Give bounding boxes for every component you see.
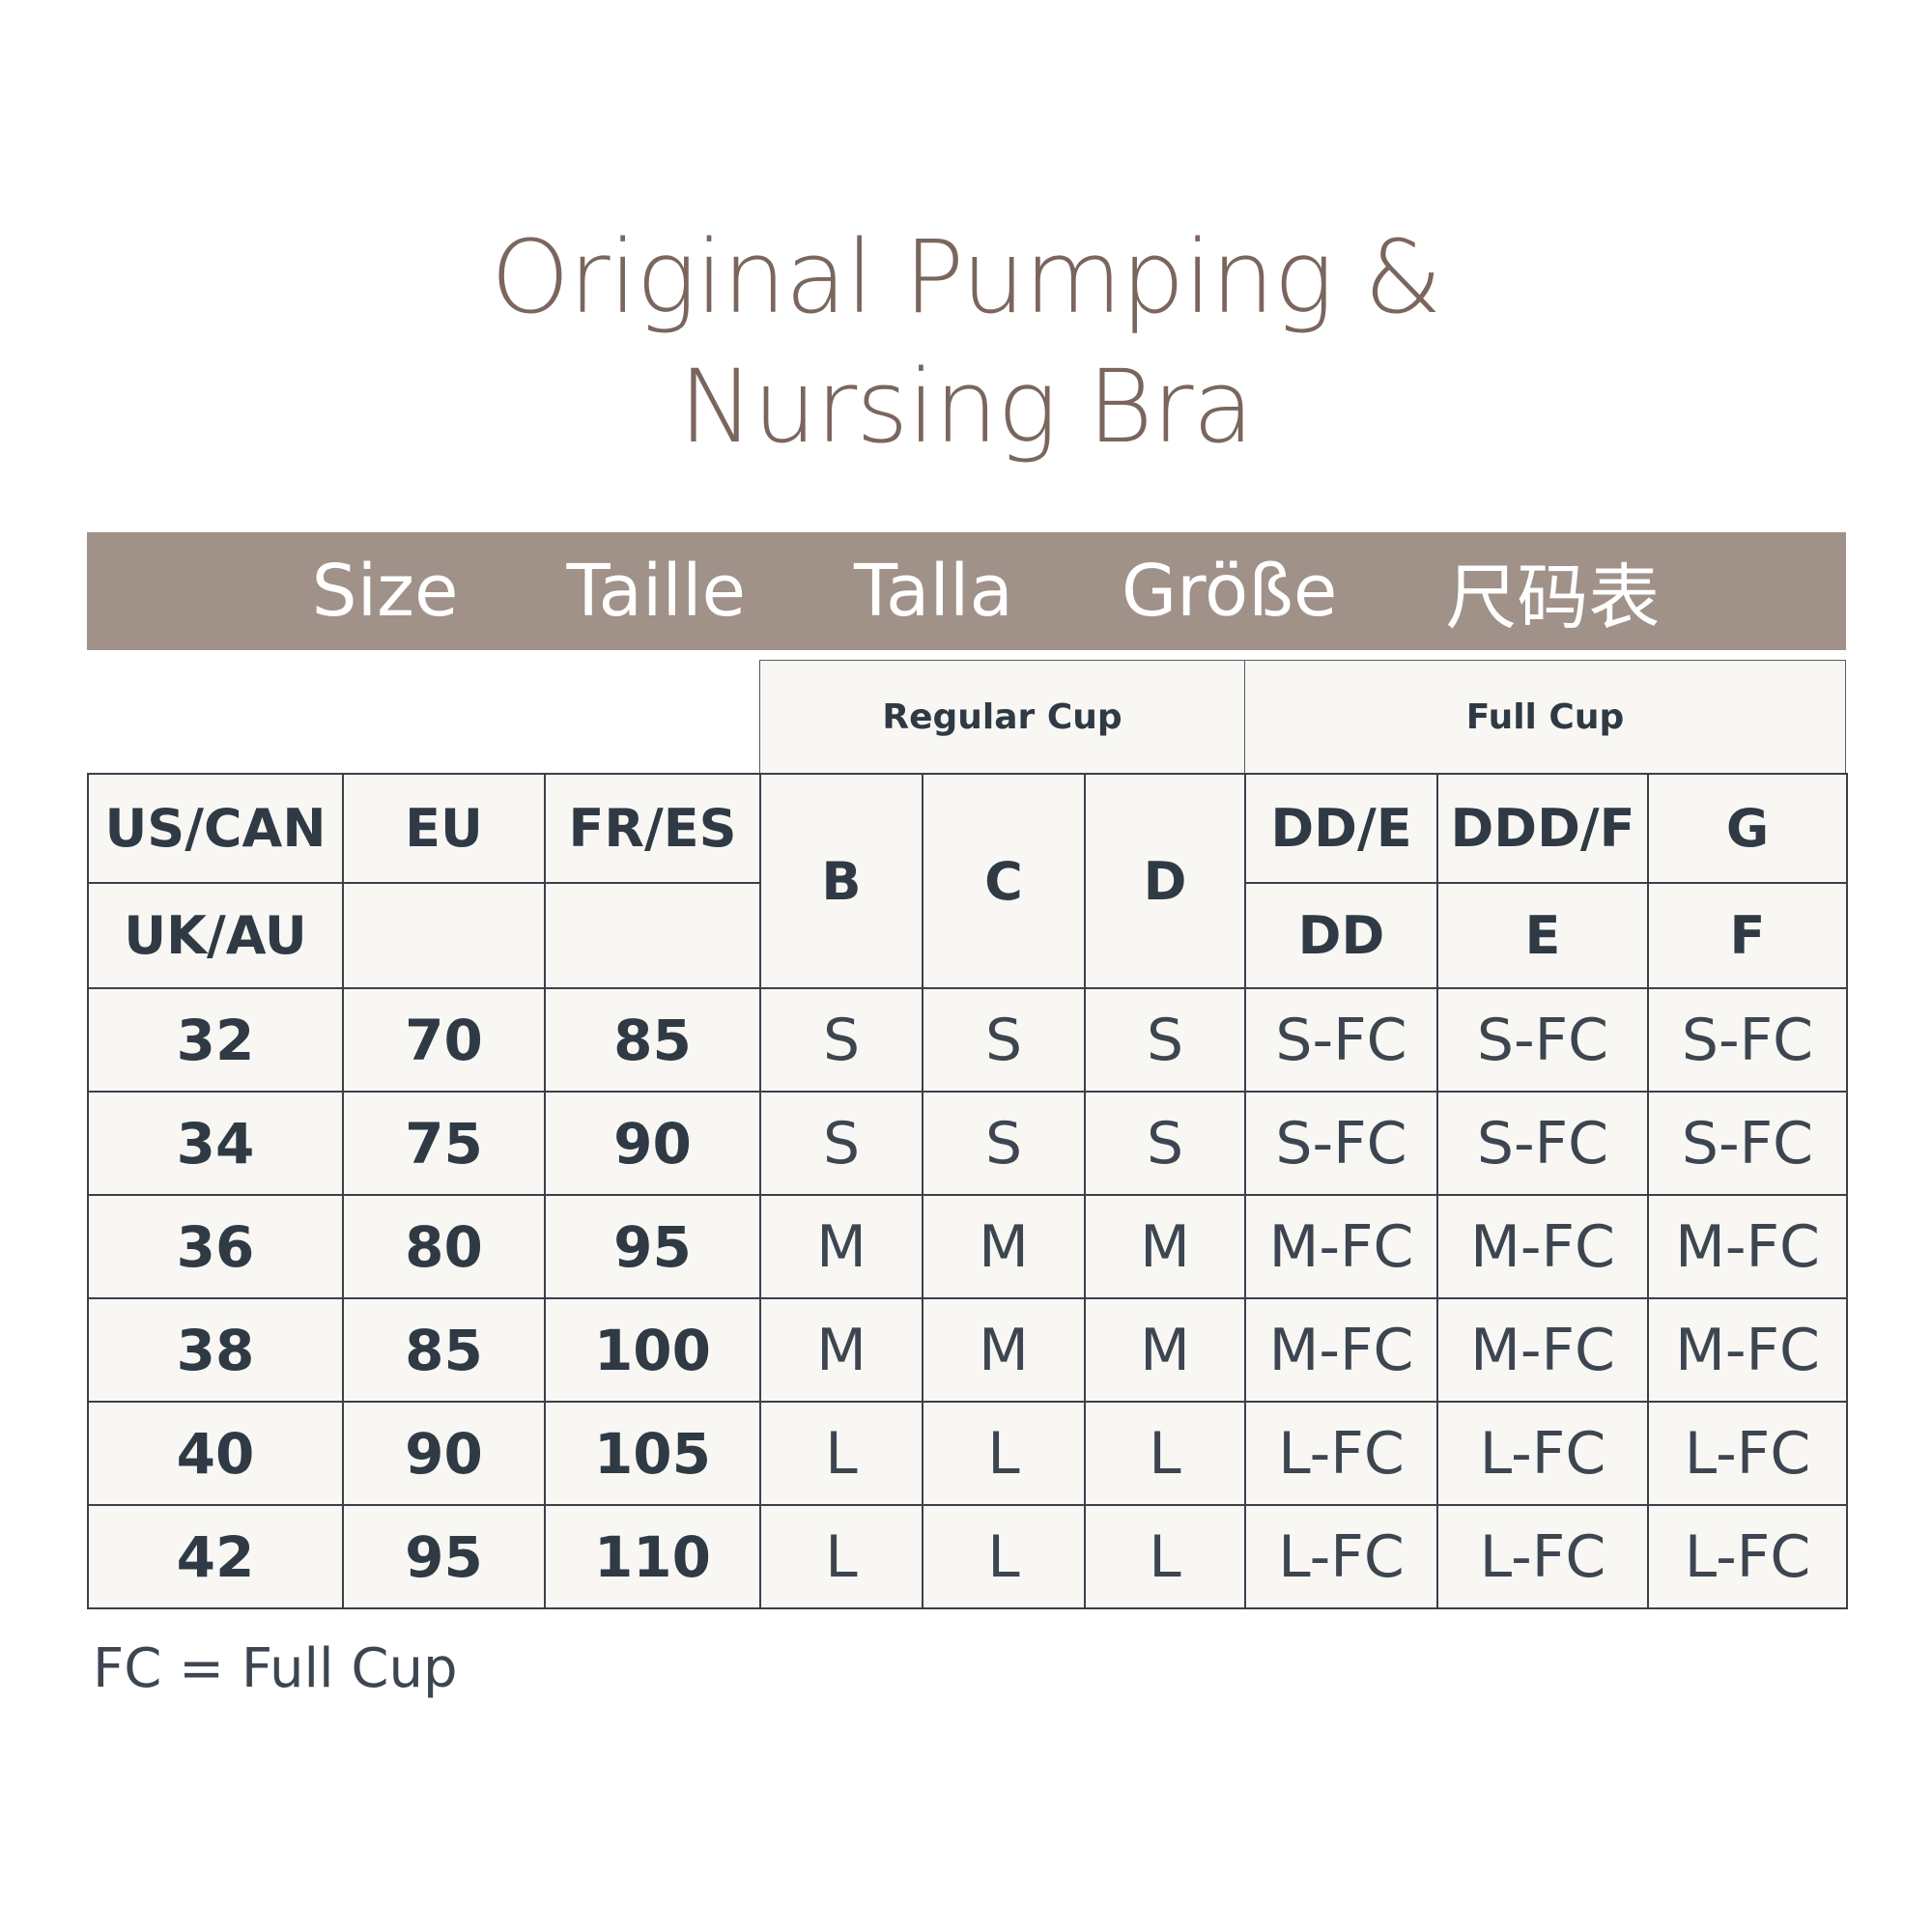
- band-chinese: 尺码表: [1445, 555, 1661, 639]
- title-line-2: Nursing Bra: [678, 348, 1255, 466]
- header-empty: [342, 882, 546, 989]
- table-cell: S: [759, 987, 923, 1093]
- header-eu: EU: [342, 773, 546, 884]
- table-cell: 105: [544, 1401, 761, 1506]
- size-table: US/CAN EU FR/ES B C D DD/E DDD/F G UK/AU…: [87, 773, 1848, 1609]
- group-regular-cup: Regular Cup: [759, 660, 1245, 773]
- table-cell: L: [759, 1401, 923, 1506]
- band-talla: Talla: [854, 550, 1013, 633]
- header-empty: [544, 882, 761, 989]
- table-row: 36 80 95 M M M M-FC M-FC M-FC: [87, 1194, 1848, 1299]
- title-line-1: Original Pumping &: [491, 218, 1442, 336]
- table-cell: 100: [544, 1297, 761, 1403]
- table-cell: S: [759, 1091, 923, 1196]
- table-cell: M-FC: [1244, 1297, 1438, 1403]
- table-cell: S-FC: [1436, 1091, 1649, 1196]
- table-cell: L-FC: [1647, 1401, 1848, 1506]
- table-cell: 38: [87, 1297, 344, 1403]
- table-cell: L-FC: [1244, 1504, 1438, 1609]
- table-row: 32 70 85 S S S S-FC S-FC S-FC: [87, 987, 1848, 1093]
- table-cell: 95: [544, 1194, 761, 1299]
- page-title: Original Pumping & Nursing Bra: [0, 213, 1932, 471]
- table-cell: L: [922, 1401, 1086, 1506]
- table-cell: 36: [87, 1194, 344, 1299]
- table-row: 34 75 90 S S S S-FC S-FC S-FC: [87, 1091, 1848, 1196]
- header-uk-au: UK/AU: [87, 882, 344, 989]
- table-cell: L: [1084, 1401, 1246, 1506]
- table-cell: 40: [87, 1401, 344, 1506]
- table-cell: S-FC: [1647, 987, 1848, 1093]
- table-cell: L: [759, 1504, 923, 1609]
- table-cell: S: [922, 1091, 1086, 1196]
- header-fr-es: FR/ES: [544, 773, 761, 884]
- table-cell: S: [1084, 1091, 1246, 1196]
- table-cell: S-FC: [1244, 1091, 1438, 1196]
- header-ddd-f: DDD/F: [1436, 773, 1649, 884]
- table-cell: S-FC: [1647, 1091, 1848, 1196]
- table-cell: 75: [342, 1091, 546, 1196]
- header-dd: DD: [1244, 882, 1438, 989]
- table-cell: 90: [342, 1401, 546, 1506]
- table-cell: M: [759, 1194, 923, 1299]
- table-cell: 85: [342, 1297, 546, 1403]
- table-cell: L: [1084, 1504, 1246, 1609]
- table-cell: M-FC: [1244, 1194, 1438, 1299]
- group-full-cup: Full Cup: [1244, 660, 1846, 773]
- size-languages-band: Size Taille Talla Größe 尺码表: [87, 532, 1846, 650]
- header-b: B: [759, 773, 923, 989]
- table-cell: M: [922, 1194, 1086, 1299]
- table-cell: 34: [87, 1091, 344, 1196]
- table-cell: L-FC: [1436, 1504, 1649, 1609]
- band-size: Size: [311, 550, 459, 633]
- table-cell: 95: [342, 1504, 546, 1609]
- table-row: 42 95 110 L L L L-FC L-FC L-FC: [87, 1504, 1848, 1609]
- header-e: E: [1436, 882, 1649, 989]
- table-cell: M: [922, 1297, 1086, 1403]
- table-cell: L: [922, 1504, 1086, 1609]
- header-f: F: [1647, 882, 1848, 989]
- table-cell: 90: [544, 1091, 761, 1196]
- table-cell: 32: [87, 987, 344, 1093]
- table-cell: S-FC: [1244, 987, 1438, 1093]
- table-cell: L-FC: [1647, 1504, 1848, 1609]
- table-cell: S-FC: [1436, 987, 1649, 1093]
- table-cell: M: [1084, 1194, 1246, 1299]
- table-cell: M: [759, 1297, 923, 1403]
- header-d: D: [1084, 773, 1246, 989]
- table-cell: 85: [544, 987, 761, 1093]
- table-cell: S: [1084, 987, 1246, 1093]
- header-g: G: [1647, 773, 1848, 884]
- table-cell: 110: [544, 1504, 761, 1609]
- table-cell: M: [1084, 1297, 1246, 1403]
- band-grosse: Größe: [1121, 550, 1338, 633]
- table-cell: M-FC: [1647, 1194, 1848, 1299]
- table-cell: 70: [342, 987, 546, 1093]
- table-cell: M-FC: [1436, 1297, 1649, 1403]
- table-cell: 80: [342, 1194, 546, 1299]
- band-taille: Taille: [566, 550, 747, 633]
- table-cell: L-FC: [1436, 1401, 1649, 1506]
- header-us-can: US/CAN: [87, 773, 344, 884]
- table-cell: 42: [87, 1504, 344, 1609]
- table-cell: L-FC: [1244, 1401, 1438, 1506]
- table-row: 38 85 100 M M M M-FC M-FC M-FC: [87, 1297, 1848, 1403]
- table-cell: S: [922, 987, 1086, 1093]
- table-row: 40 90 105 L L L L-FC L-FC L-FC: [87, 1401, 1848, 1506]
- header-dd-e: DD/E: [1244, 773, 1438, 884]
- table-cell: M-FC: [1647, 1297, 1848, 1403]
- table-cell: M-FC: [1436, 1194, 1649, 1299]
- footnote: FC = Full Cup: [93, 1637, 458, 1700]
- header-c: C: [922, 773, 1086, 989]
